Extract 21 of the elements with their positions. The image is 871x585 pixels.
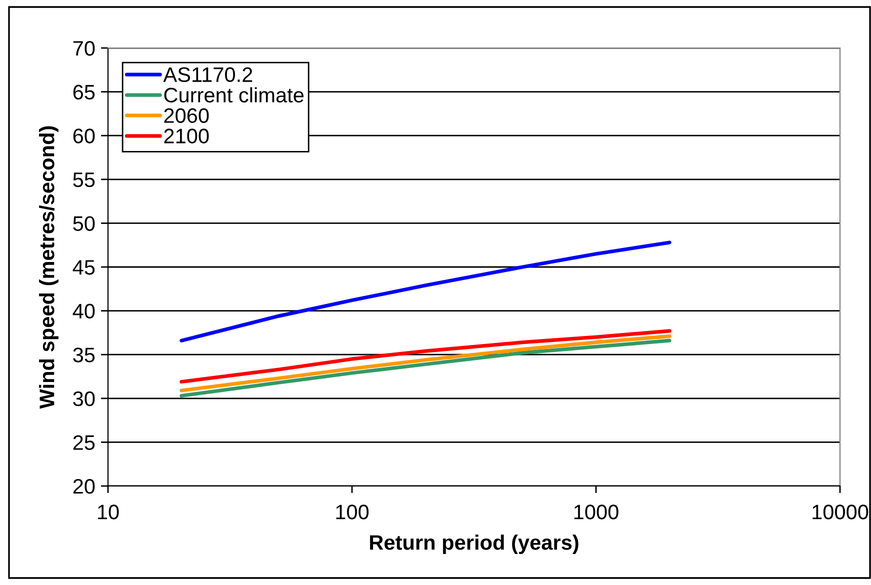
y-tick-label: 35 <box>73 348 95 362</box>
y-tick-label: 45 <box>72 260 95 275</box>
x-tick-label: 100 <box>336 504 369 520</box>
y-tick-label: 65 <box>73 84 95 100</box>
y-tick-label: 30 <box>73 391 95 406</box>
y-tick-label: 25 <box>73 435 95 450</box>
y-tick-label: 55 <box>73 172 95 188</box>
y-tick-label: 60 <box>73 128 95 144</box>
y-axis-title: Wind speed (metres/second) <box>39 126 58 409</box>
legend-label: Current climate <box>164 87 304 103</box>
legend-label: 2100 <box>164 128 209 144</box>
y-tick-label: 40 <box>72 304 95 319</box>
y-tick-label: 70 <box>73 41 95 56</box>
legend-label: 2060 <box>164 108 209 123</box>
x-axis-title: Return period (years) <box>370 534 578 554</box>
y-tick-label: 50 <box>73 216 95 231</box>
legend-label: AS1170.2 <box>163 67 252 82</box>
x-tick-label: 10 <box>98 504 119 520</box>
y-tick-label: 20 <box>73 479 95 494</box>
x-tick-label: 10000 <box>812 504 868 520</box>
x-tick-label: 1000 <box>574 504 618 520</box>
